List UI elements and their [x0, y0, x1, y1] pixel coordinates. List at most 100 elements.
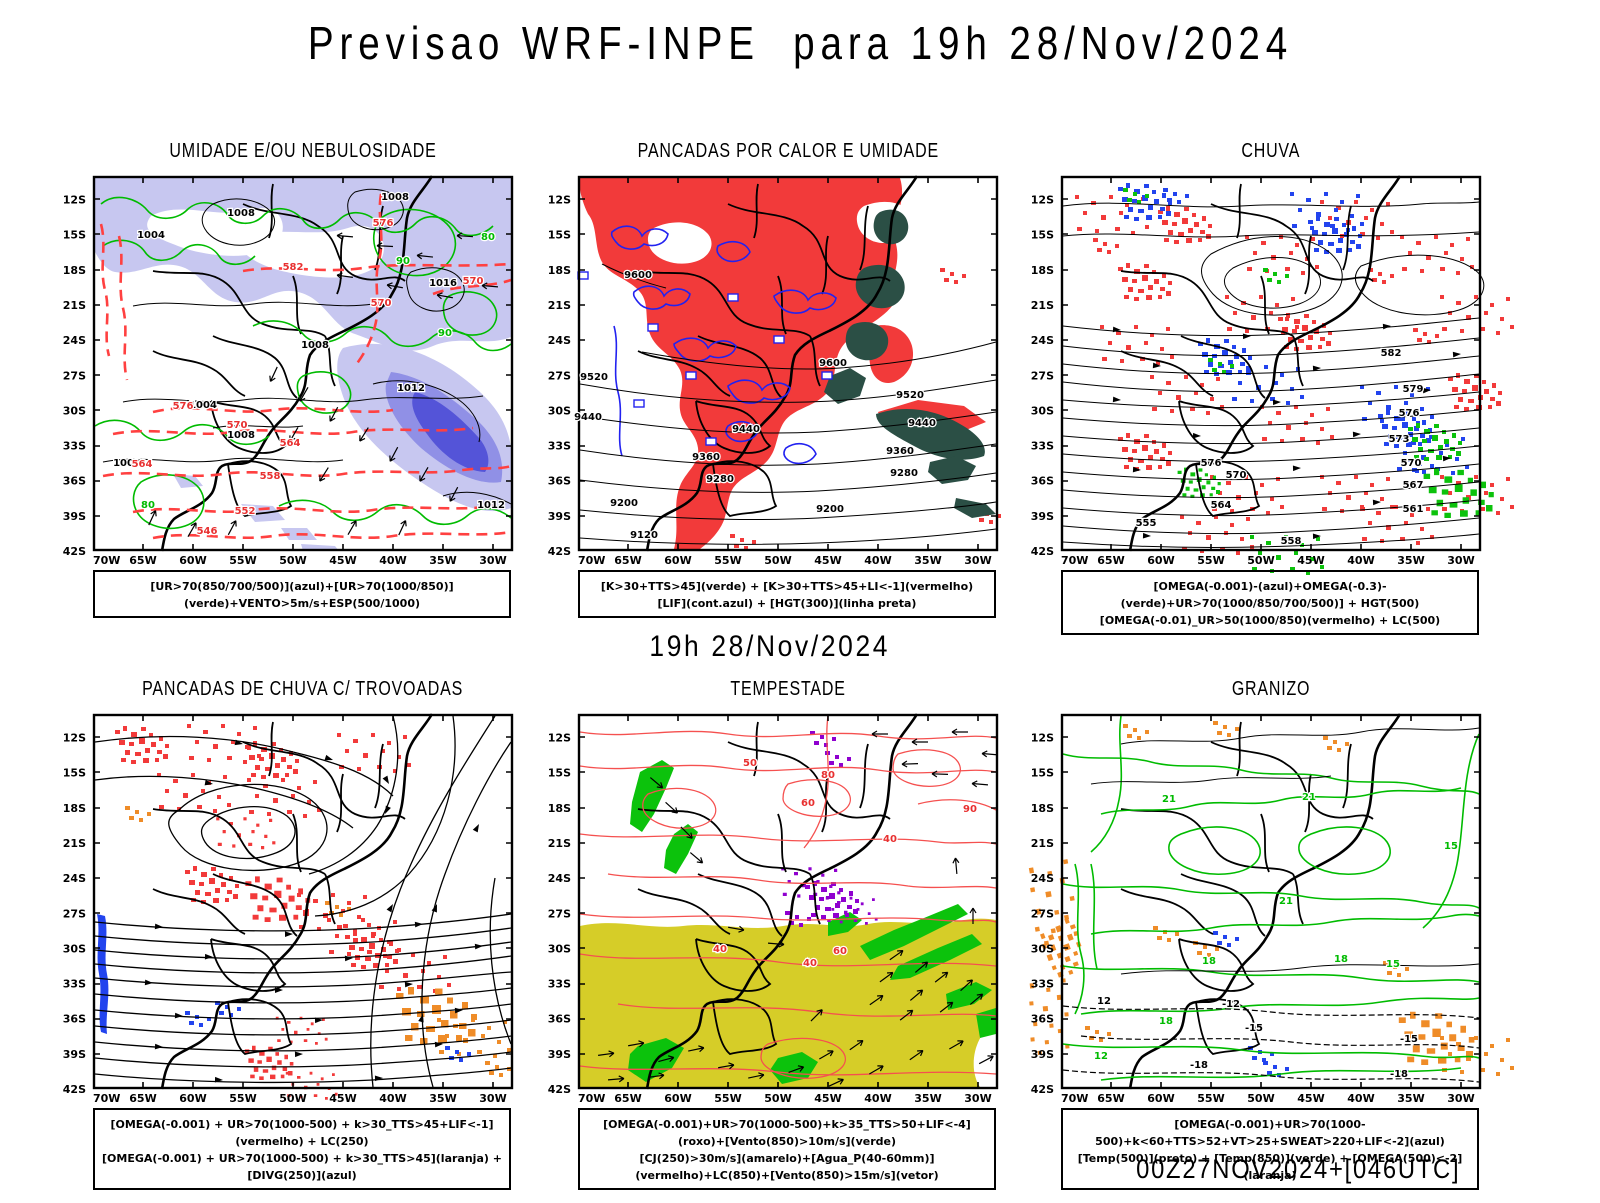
svg-text:570: 570 — [463, 276, 484, 287]
svg-text:55W: 55W — [714, 554, 741, 567]
svg-text:30W: 30W — [1447, 1092, 1474, 1105]
map-frame — [92, 175, 514, 552]
hgt300-contours — [579, 263, 997, 545]
svg-text:546: 546 — [197, 526, 218, 537]
pressure-contours — [102, 188, 512, 505]
svg-text:60W: 60W — [179, 554, 206, 567]
svg-text:24S: 24S — [548, 872, 571, 885]
svg-text:50W: 50W — [279, 1092, 306, 1105]
svg-text:35W: 35W — [914, 1092, 941, 1105]
svg-text:60W: 60W — [664, 1092, 691, 1105]
svg-text:50W: 50W — [1247, 554, 1274, 567]
svg-text:55W: 55W — [1197, 554, 1224, 567]
svg-text:15: 15 — [1386, 959, 1400, 970]
contour-labels: 50 60 80 40 40 40 60 90 — [712, 757, 978, 971]
svg-text:576: 576 — [173, 401, 194, 412]
svg-text:65W: 65W — [1097, 554, 1124, 567]
svg-text:1008: 1008 — [227, 208, 255, 219]
svg-text:80: 80 — [821, 770, 835, 781]
axis-labels: 12S 15S 18S 21S 24S 27S 30S 33S 36S 39S 42S 70W 65W 6… — [63, 194, 507, 568]
svg-text:50W: 50W — [764, 554, 791, 567]
svg-text:21: 21 — [1302, 792, 1316, 803]
panel-title: UMIDADE E/OU NEBULOSIDADE — [169, 140, 437, 162]
axis-labels: 12S 15S 18S 21S 24S 27S 30S 33S 36S 39S 42S 70W 65W 6… — [63, 732, 507, 1106]
svg-text:45W: 45W — [329, 1092, 356, 1105]
axis-labels: 12S 15S 18S 21S 24S 27S 30S 33S 36S 39S 42S 70W 65W 6… — [1031, 732, 1475, 1106]
svg-text:50W: 50W — [279, 554, 306, 567]
legend-line: [OMEGA(-0.01)_UR>50(1000/850)(vermelho) … — [1099, 614, 1441, 628]
svg-text:15S: 15S — [63, 767, 86, 780]
legend-line: [OMEGA(-0.001) + UR>70(1000-500) + k>30_… — [102, 1152, 502, 1183]
svg-text:12S: 12S — [63, 194, 86, 207]
panel-trovoadas: PANCADAS DE CHUVA C/ TROVOADAS — [60, 678, 520, 1203]
map-frame — [577, 175, 999, 552]
contour-labels: 9600 9600 9520 9520 9440 9440 9440 9360 9360 9280… — [573, 269, 937, 543]
svg-text:35W: 35W — [914, 554, 941, 567]
contour-labels: 1004 1008 1008 1016 1008 1004 1008 1008 1012 1012… — [112, 191, 506, 539]
axis-labels: 12S 15S 18S 21S 24S 27S 30S 33S 36S 39S 42S 70W 65W 6… — [1031, 194, 1475, 568]
svg-text:24S: 24S — [63, 872, 86, 885]
svg-text:55W: 55W — [714, 1092, 741, 1105]
svg-text:33S: 33S — [1031, 978, 1054, 991]
svg-text:573: 573 — [1389, 434, 1410, 445]
svg-text:35W: 35W — [429, 1092, 456, 1105]
svg-text:21S: 21S — [1031, 837, 1054, 850]
svg-text:42S: 42S — [1031, 1083, 1054, 1096]
svg-text:60W: 60W — [1147, 1092, 1174, 1105]
svg-text:33S: 33S — [1031, 440, 1054, 453]
svg-text:18: 18 — [1159, 1016, 1173, 1027]
panel-chuva: CHUVA — [1028, 140, 1514, 665]
hgt500-streamlines — [1062, 201, 1485, 548]
lif-blue-contours — [577, 225, 837, 465]
svg-text:35W: 35W — [1397, 554, 1424, 567]
svg-text:18S: 18S — [548, 264, 571, 277]
legend-box: [OMEGA(-0.001)+UR>70(1000-500)+k>35_TTS>… — [578, 1108, 996, 1191]
svg-text:9280: 9280 — [706, 474, 734, 485]
svg-text:24S: 24S — [1031, 334, 1054, 347]
map-frame — [1060, 713, 1482, 1090]
svg-text:1012: 1012 — [397, 383, 425, 394]
svg-text:552: 552 — [235, 506, 256, 517]
svg-text:39S: 39S — [548, 1048, 571, 1061]
svg-text:567: 567 — [1403, 480, 1424, 491]
svg-text:21S: 21S — [548, 837, 571, 850]
svg-text:12S: 12S — [1031, 194, 1054, 207]
legend-line: [CJ(250)>30m/s](amarelo)+[Agua_P(40-60mm… — [635, 1152, 939, 1183]
svg-text:39S: 39S — [1031, 510, 1054, 523]
svg-text:65W: 65W — [614, 1092, 641, 1105]
svg-text:24S: 24S — [63, 334, 86, 347]
contour-labels: 21 21 21 18 18 15 18 12 15 12 -12 -15 -15 -18 -18 — [1093, 791, 1459, 1082]
svg-text:55W: 55W — [229, 554, 256, 567]
svg-text:27S: 27S — [1031, 907, 1054, 920]
svg-text:65W: 65W — [614, 554, 641, 567]
svg-text:582: 582 — [1381, 348, 1402, 359]
svg-text:1012: 1012 — [477, 500, 505, 511]
svg-text:70W: 70W — [1061, 1092, 1088, 1105]
svg-text:9360: 9360 — [886, 446, 914, 457]
panel-title: CHUVA — [1241, 140, 1301, 162]
svg-text:15S: 15S — [548, 767, 571, 780]
svg-text:70W: 70W — [1061, 554, 1088, 567]
svg-text:30W: 30W — [964, 1092, 991, 1105]
svg-text:60W: 60W — [179, 1092, 206, 1105]
svg-text:9520: 9520 — [580, 372, 608, 383]
svg-text:558: 558 — [1281, 536, 1302, 547]
svg-text:12S: 12S — [63, 732, 86, 745]
axis-labels: 12S 15S 18S 21S 24S 27S 30S 33S 36S 39S 42S 70W 65W 6… — [548, 194, 992, 568]
svg-text:24S: 24S — [1031, 872, 1054, 885]
svg-text:39S: 39S — [548, 510, 571, 523]
svg-text:45W: 45W — [1297, 1092, 1324, 1105]
svg-text:35W: 35W — [1397, 1092, 1424, 1105]
panel-pancadas-calor: PANCADAS POR CALOR E UMIDADE — [545, 140, 1005, 665]
svg-text:70W: 70W — [578, 1092, 605, 1105]
svg-text:24S: 24S — [548, 334, 571, 347]
svg-text:45W: 45W — [814, 554, 841, 567]
svg-text:65W: 65W — [1097, 1092, 1124, 1105]
svg-text:570: 570 — [1401, 458, 1422, 469]
svg-text:42S: 42S — [63, 1083, 86, 1096]
svg-text:90: 90 — [438, 328, 452, 339]
svg-text:40: 40 — [883, 834, 897, 845]
panel-title: GRANIZO — [1231, 678, 1311, 700]
red-contours — [579, 715, 997, 1079]
svg-text:27S: 27S — [1031, 369, 1054, 382]
